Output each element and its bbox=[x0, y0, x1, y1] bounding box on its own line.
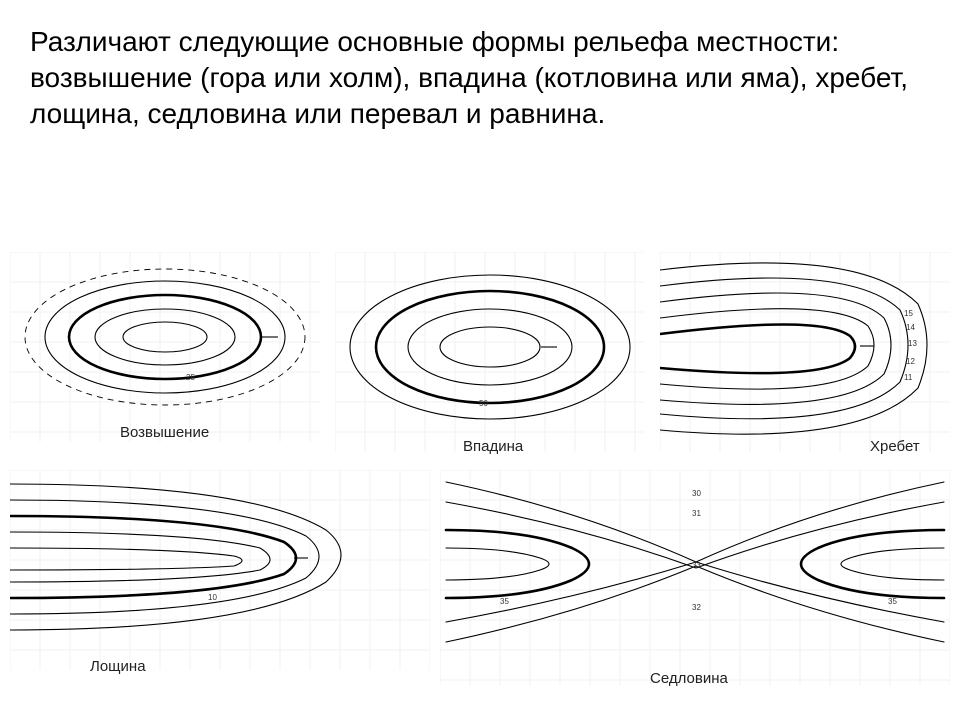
svg-text:35: 35 bbox=[888, 597, 897, 606]
svg-text:10: 10 bbox=[208, 593, 217, 602]
diagram-ridge: 1514131211Хребет bbox=[660, 252, 950, 452]
svg-text:12: 12 bbox=[906, 357, 915, 366]
svg-text:33: 33 bbox=[692, 561, 701, 570]
svg-text:11: 11 bbox=[904, 373, 913, 382]
svg-text:30: 30 bbox=[692, 489, 701, 498]
svg-text:14: 14 bbox=[906, 323, 915, 332]
page: Различают следующие основные формы релье… bbox=[0, 0, 960, 720]
svg-text:15: 15 bbox=[904, 309, 913, 318]
intro-text: Различают следующие основные формы релье… bbox=[30, 24, 910, 131]
diagram-basin: 50Впадина bbox=[335, 252, 645, 452]
svg-text:35: 35 bbox=[500, 597, 509, 606]
svg-text:32: 32 bbox=[692, 603, 701, 612]
diagram-gully: 10Лощина bbox=[10, 470, 430, 670]
diagram-saddle: 303133323535Седловина bbox=[440, 470, 950, 685]
svg-text:50: 50 bbox=[479, 399, 488, 408]
svg-text:31: 31 bbox=[692, 509, 701, 518]
diagram-rise: 25Возвышение bbox=[10, 252, 320, 442]
svg-text:25: 25 bbox=[186, 373, 195, 382]
svg-text:13: 13 bbox=[908, 339, 917, 348]
